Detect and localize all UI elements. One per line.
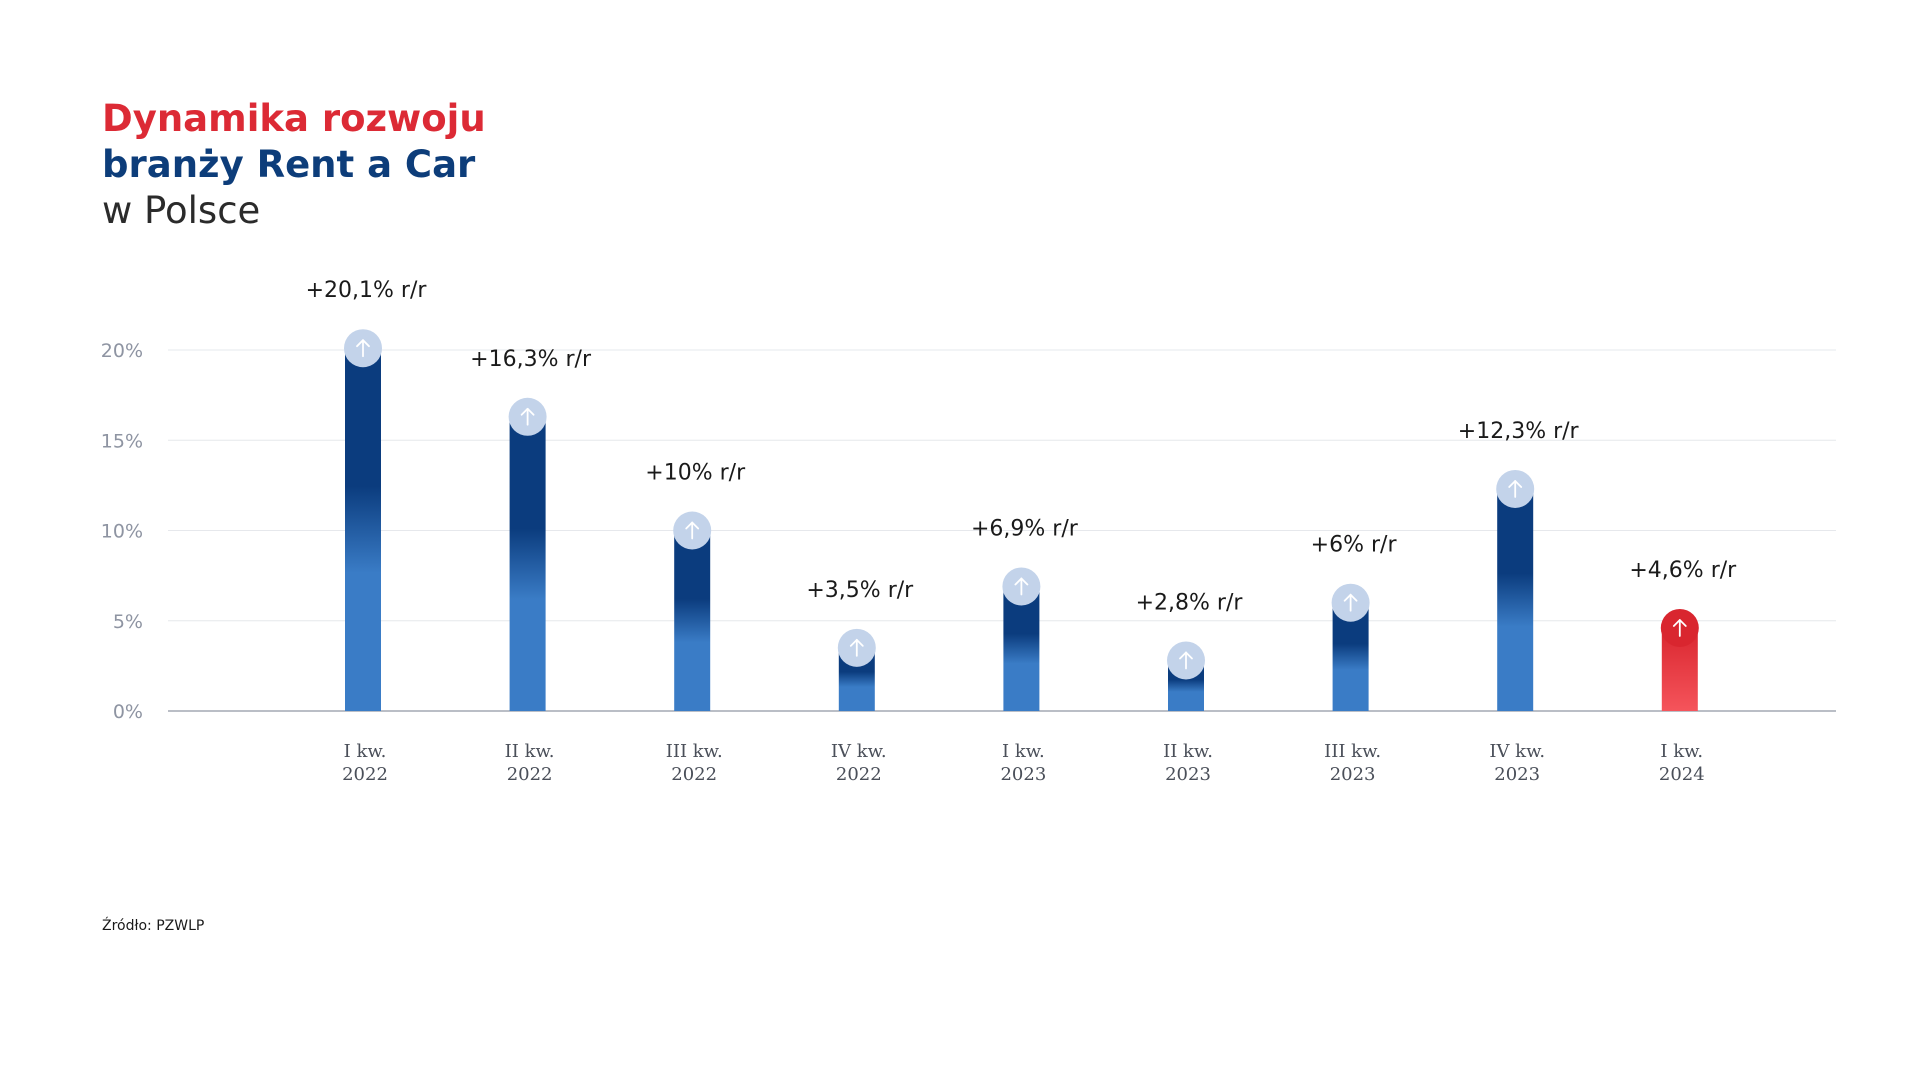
title-line-2: branży Rent a Car (102, 143, 476, 186)
bar (1496, 469, 1535, 711)
x-tick-label: I kw. (344, 741, 387, 762)
chart-title: Dynamika rozwoju branży Rent a Car w Pol… (102, 96, 486, 234)
data-label: +16,3% r/r (470, 347, 592, 372)
title-line-3: w Polsce (102, 189, 261, 232)
x-tick-label-year: 2023 (1330, 764, 1376, 785)
x-tick-label-year: 2024 (1659, 764, 1705, 785)
arrow-up-icon (1343, 593, 1358, 612)
source-note: Źródło: PZWLP (102, 918, 205, 934)
x-tick-label-year: 2022 (507, 764, 553, 785)
bar (1660, 608, 1699, 711)
bar (673, 511, 712, 711)
bar-body (345, 348, 381, 711)
y-tick-label: 5% (113, 611, 143, 633)
arrow-up-icon (1508, 480, 1523, 498)
x-tick-label-year: 2022 (342, 764, 388, 785)
bar-body (674, 530, 711, 711)
arrow-up-icon (520, 407, 535, 426)
x-tick-label: III kw. (1324, 741, 1381, 762)
data-label: +20,1% r/r (306, 278, 428, 303)
bar (1331, 583, 1370, 711)
data-label: +2,8% r/r (1136, 590, 1244, 615)
x-tick-label: III kw. (666, 741, 723, 762)
title-line-1: Dynamika rozwoju (102, 97, 486, 140)
bar (837, 628, 876, 711)
x-tick-label-year: 2022 (836, 764, 882, 785)
y-tick-label: 10% (101, 521, 143, 543)
bar (344, 329, 382, 711)
data-label: +12,3% r/r (1458, 419, 1580, 444)
x-tick-label: I kw. (1660, 741, 1703, 762)
data-label: +10% r/r (645, 461, 746, 486)
y-tick-label: 15% (101, 430, 143, 452)
x-tick-label-year: 2023 (1494, 764, 1540, 785)
y-tick-label: 20% (101, 340, 143, 362)
data-label: +6% r/r (1311, 533, 1398, 558)
data-label: +4,6% r/r (1629, 558, 1737, 583)
arrow-up-icon (1179, 651, 1193, 670)
y-tick-label: 0% (113, 701, 143, 723)
bar-body (1003, 586, 1040, 711)
bar-body (509, 416, 546, 711)
data-label: +3,5% r/r (806, 578, 914, 603)
bar (508, 397, 547, 711)
arrow-up-icon (685, 521, 700, 540)
arrow-up-icon (1014, 577, 1029, 596)
x-tick-label: II kw. (505, 741, 555, 762)
x-tick-label-year: 2023 (1000, 764, 1046, 785)
x-tick-label: II kw. (1163, 741, 1213, 762)
x-tick-label: IV kw. (831, 741, 887, 762)
x-tick-label: IV kw. (1489, 741, 1545, 762)
bar (1167, 641, 1205, 711)
arrow-up-icon (356, 339, 370, 358)
bar-body (1497, 488, 1534, 711)
x-tick-label-year: 2023 (1165, 764, 1211, 785)
x-tick-label: I kw. (1002, 741, 1045, 762)
arrow-up-icon (1672, 619, 1687, 637)
data-label: +6,9% r/r (971, 516, 1079, 541)
bar (1002, 567, 1041, 711)
x-tick-label-year: 2022 (671, 764, 717, 785)
arrow-up-icon (849, 638, 864, 657)
